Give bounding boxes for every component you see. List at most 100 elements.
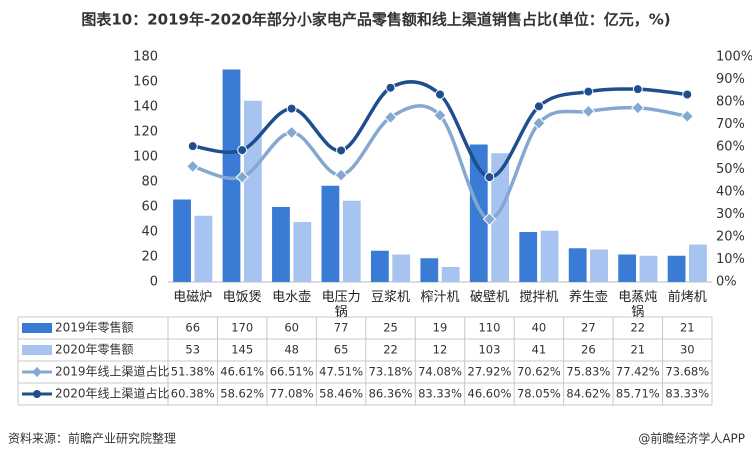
x-tick-label: 电蒸炖锅: [618, 290, 658, 320]
y-tick-label: 80: [141, 175, 158, 190]
table-cell: 66: [185, 321, 200, 335]
table-cell: 75.83%: [566, 365, 610, 379]
line-marker: [383, 110, 398, 125]
line-marker: [631, 101, 645, 115]
y2-tick-label: 50%: [716, 162, 745, 177]
line-marker: [581, 104, 596, 119]
bar: [491, 153, 510, 282]
legend-label: 2020年零售额: [55, 342, 134, 357]
bar: [392, 254, 411, 282]
y-tick-label: 120: [133, 125, 158, 140]
table-cell: 48: [284, 343, 299, 357]
bar: [342, 200, 361, 282]
bar: [568, 248, 587, 282]
line-marker: [532, 116, 546, 130]
y-tick-label: 40: [141, 225, 158, 240]
bar: [667, 255, 686, 282]
table-cell: 40: [532, 321, 547, 335]
bar: [194, 215, 213, 282]
line-marker: [484, 172, 495, 183]
bar: [618, 254, 637, 282]
y2-tick-label: 70%: [716, 117, 745, 132]
line-marker: [286, 103, 297, 114]
table-cell: 78.05%: [517, 387, 561, 401]
y-tick-label: 20: [141, 250, 158, 265]
y2-tick-label: 100%: [716, 50, 752, 65]
bar: [519, 232, 538, 282]
table-cell: 58.46%: [319, 387, 363, 401]
legend-label: 2019年线上渠道占比: [55, 364, 170, 379]
y2-tick-label: 60%: [716, 140, 745, 155]
line-marker: [284, 125, 299, 140]
bar: [293, 222, 312, 282]
table-cell: 19: [433, 321, 448, 335]
x-tick-label: 豆浆机: [371, 290, 411, 305]
y-tick-label: 180: [133, 50, 158, 65]
table-cell: 74.08%: [418, 365, 462, 379]
table-cell: 65: [334, 343, 349, 357]
y2-tick-label: 90%: [716, 72, 745, 87]
x-tick-label: 电水壶: [272, 290, 312, 305]
line-marker: [682, 89, 693, 100]
table-cell: 30: [680, 343, 695, 357]
table-cell: 83.33%: [665, 387, 709, 401]
source: 资料来源：前瞻产业研究院整理: [8, 431, 176, 446]
y2-tick-label: 0%: [716, 275, 737, 290]
table-cell: 103: [478, 343, 500, 357]
y-tick-label: 140: [133, 100, 158, 115]
chart-title: 图表10：2019年-2020年部分小家电产品零售额和线上渠道销售占比(单位：亿…: [81, 11, 670, 29]
legend-label: 2020年线上渠道占比: [55, 386, 170, 401]
table-cell: 66.51%: [270, 365, 314, 379]
x-tick-label: 电压力锅: [321, 290, 361, 320]
x-tick-label: 搅拌机: [519, 290, 559, 305]
table-cell: 86.36%: [369, 387, 413, 401]
table-cell: 22: [383, 343, 398, 357]
table-cell: 53: [185, 343, 200, 357]
legend-label: 2019年零售额: [55, 320, 134, 335]
table-cell: 83.33%: [418, 387, 462, 401]
table-cell: 22: [630, 321, 645, 335]
table-cell: 41: [532, 343, 547, 357]
legend-swatch: [22, 323, 52, 333]
y-tick-label: 160: [133, 75, 158, 90]
line-marker: [680, 109, 694, 123]
bar: [540, 230, 559, 282]
x-tick-label: 电饭煲: [222, 290, 262, 305]
line-marker: [583, 86, 594, 97]
x-tick-label: 破壁机: [469, 290, 509, 305]
table-cell: 12: [433, 343, 448, 357]
bar: [321, 185, 340, 282]
bar: [590, 249, 608, 282]
bar: [689, 244, 707, 282]
table-cell: 85.71%: [616, 387, 660, 401]
table-cell: 21: [630, 343, 645, 357]
bar: [243, 100, 262, 282]
line-marker: [334, 168, 348, 182]
line: [192, 104, 688, 221]
line-marker: [237, 145, 248, 156]
x-tick-label: 前烤机: [667, 290, 707, 305]
table-cell: 77.42%: [616, 365, 660, 379]
table-cell: 25: [383, 321, 398, 335]
table-cell: 77.08%: [270, 387, 314, 401]
table-cell: 60: [284, 321, 299, 335]
line-marker: [336, 145, 347, 156]
credit: @前瞻经济学人APP: [638, 431, 745, 446]
y2-tick-label: 10%: [716, 252, 745, 267]
x-tick-label: 养生壶: [568, 290, 608, 305]
table-cell: 46.60%: [468, 387, 512, 401]
line-marker: [186, 159, 200, 174]
table-cell: 60.38%: [171, 387, 215, 401]
bar: [370, 250, 389, 282]
y2-tick-label: 30%: [716, 207, 745, 222]
table-cell: 145: [231, 343, 253, 357]
y2-tick-label: 40%: [716, 185, 745, 200]
table-cell: 47.51%: [319, 365, 363, 379]
bar: [420, 258, 439, 282]
table-cell: 58.62%: [220, 387, 264, 401]
table-cell: 84.62%: [566, 387, 610, 401]
table-cell: 27.92%: [468, 365, 512, 379]
line-marker: [433, 108, 447, 123]
y-tick-label: 60: [141, 200, 158, 215]
